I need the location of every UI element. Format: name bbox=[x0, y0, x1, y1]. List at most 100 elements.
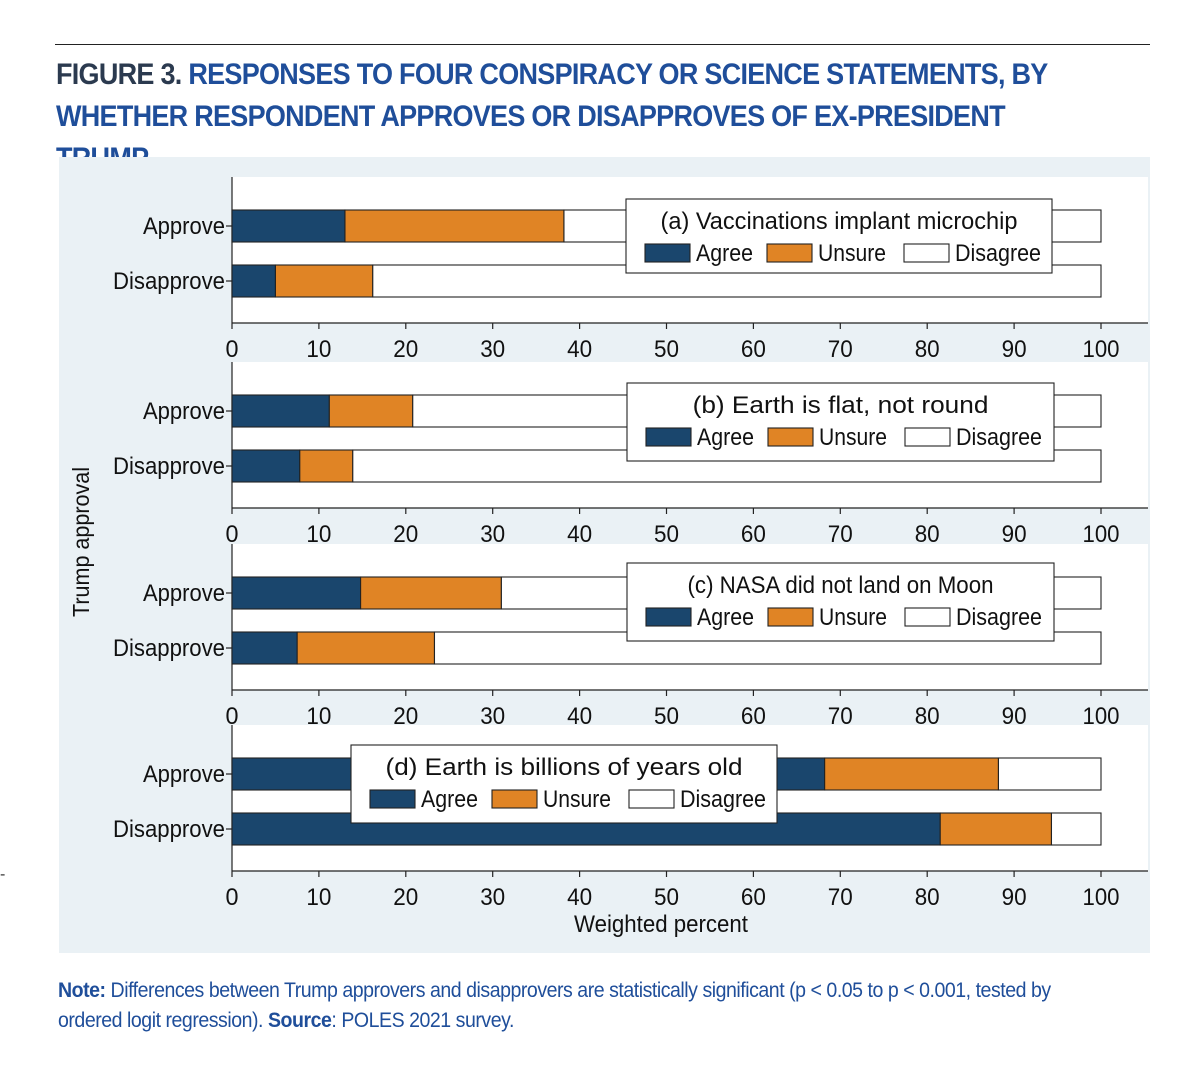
x-tick-label: 40 bbox=[567, 336, 592, 363]
y-tick-label: Approve bbox=[143, 761, 225, 788]
x-tick-label: 70 bbox=[828, 336, 853, 363]
x-tick-label: 0 bbox=[226, 703, 239, 730]
x-tick-label: 70 bbox=[828, 884, 853, 911]
x-tick-label: 50 bbox=[654, 884, 679, 911]
x-axis-title: Weighted percent bbox=[574, 911, 748, 938]
bar-unsure-disapprove bbox=[299, 449, 354, 483]
legend-swatch-unsure bbox=[767, 607, 814, 627]
legend-swatch-unsure bbox=[767, 427, 814, 447]
bar-agree-disapprove bbox=[231, 449, 301, 483]
x-tick-label: 40 bbox=[567, 521, 592, 548]
bar-disagree-approve bbox=[997, 757, 1102, 791]
note-text: Differences between Trump approvers and … bbox=[58, 979, 1051, 1032]
x-tick-label: 20 bbox=[393, 884, 418, 911]
legend-label-disagree: Disagree bbox=[956, 604, 1042, 631]
x-tick-label: 80 bbox=[915, 336, 940, 363]
y-tick-label: Approve bbox=[143, 580, 225, 607]
y-tick-label: Disapprove bbox=[113, 268, 225, 295]
legend-swatch-agree bbox=[645, 607, 692, 627]
x-tick-label: 90 bbox=[1002, 521, 1027, 548]
y-tick-label: Disapprove bbox=[113, 635, 225, 662]
legend-box bbox=[626, 562, 1055, 642]
legend-label-disagree: Disagree bbox=[956, 424, 1042, 451]
x-tick-label: 20 bbox=[393, 336, 418, 363]
x-tick-label: 10 bbox=[306, 336, 331, 363]
legend-swatch-disagree bbox=[904, 607, 951, 627]
bar-agree-disapprove bbox=[231, 264, 277, 298]
bar-agree-disapprove bbox=[231, 631, 298, 665]
y-tick-label: Disapprove bbox=[113, 816, 225, 843]
x-tick-label: 60 bbox=[741, 884, 766, 911]
x-tick-label: 80 bbox=[915, 884, 940, 911]
legend-label-disagree: Disagree bbox=[955, 240, 1041, 267]
legend-swatch-disagree bbox=[628, 789, 675, 809]
bar-unsure-approve bbox=[328, 394, 414, 428]
legend-title: (c) NASA did not land on Moon bbox=[688, 572, 994, 599]
x-tick-label: 70 bbox=[828, 521, 853, 548]
x-tick-label: 0 bbox=[226, 521, 239, 548]
bar-unsure-disapprove bbox=[296, 631, 436, 665]
x-tick-label: 100 bbox=[1083, 521, 1120, 548]
panel-c bbox=[226, 544, 1148, 696]
figure-title: FIGURE 3. RESPONSES TO FOUR CONSPIRACY O… bbox=[56, 54, 1055, 180]
title-rule bbox=[55, 44, 1150, 45]
x-tick-label: 100 bbox=[1083, 884, 1120, 911]
bar-unsure-approve bbox=[824, 757, 1000, 791]
legend-label-unsure: Unsure bbox=[819, 424, 887, 451]
x-tick-label: 30 bbox=[480, 884, 505, 911]
legend-label-agree: Agree bbox=[697, 424, 754, 451]
bar-unsure-approve bbox=[360, 576, 502, 610]
bar-unsure-disapprove bbox=[939, 812, 1053, 846]
legend-label-unsure: Unsure bbox=[543, 786, 611, 813]
x-tick-label: 10 bbox=[306, 884, 331, 911]
legend-title: (b) Earth is flat, not round bbox=[693, 392, 989, 419]
legend-box bbox=[625, 198, 1053, 274]
x-tick-label: 10 bbox=[306, 521, 331, 548]
legend-swatch-disagree bbox=[904, 427, 951, 447]
legend-title: (a) Vaccinations implant microchip bbox=[661, 208, 1018, 235]
x-tick-label: 80 bbox=[915, 521, 940, 548]
legend-swatch-unsure bbox=[491, 789, 538, 809]
source-text: : POLES 2021 survey. bbox=[331, 1009, 514, 1032]
x-tick-label: 40 bbox=[567, 884, 592, 911]
legend-label-agree: Agree bbox=[421, 786, 478, 813]
bar-unsure-approve bbox=[344, 209, 565, 243]
figure-title-text: RESPONSES TO FOUR CONSPIRACY OR SCIENCE … bbox=[56, 58, 1048, 175]
legend-swatch-disagree bbox=[903, 243, 950, 263]
bar-disagree-disapprove bbox=[1050, 812, 1102, 846]
x-tick-label: 100 bbox=[1083, 336, 1120, 363]
figure-note: Note: Differences between Trump approver… bbox=[58, 976, 1118, 1036]
note-label: Note: bbox=[58, 979, 106, 1002]
x-tick-label: 90 bbox=[1002, 884, 1027, 911]
panel-d bbox=[226, 725, 1148, 877]
legend-swatch-agree bbox=[644, 243, 691, 263]
legend-swatch-unsure bbox=[766, 243, 813, 263]
figure-label: FIGURE 3. bbox=[56, 58, 182, 91]
legend-swatch-agree bbox=[369, 789, 416, 809]
bar-agree-approve bbox=[231, 209, 346, 243]
x-tick-label: 50 bbox=[654, 521, 679, 548]
y-tick-label: Approve bbox=[143, 213, 225, 240]
legend-label-unsure: Unsure bbox=[818, 240, 886, 267]
x-tick-label: 30 bbox=[480, 521, 505, 548]
x-tick-label: 20 bbox=[393, 521, 418, 548]
legend-swatch-agree bbox=[645, 427, 692, 447]
x-tick-label: 60 bbox=[741, 521, 766, 548]
x-tick-label: 50 bbox=[654, 336, 679, 363]
legend-box bbox=[626, 382, 1055, 462]
panel-b bbox=[226, 362, 1148, 514]
bar-unsure-disapprove bbox=[274, 264, 374, 298]
legend-label-agree: Agree bbox=[696, 240, 753, 267]
legend-title: (d) Earth is billions of years old bbox=[386, 754, 743, 781]
legend-box bbox=[350, 744, 778, 824]
legend-label-unsure: Unsure bbox=[819, 604, 887, 631]
x-tick-label: 90 bbox=[1002, 336, 1027, 363]
source-label: Source bbox=[267, 1009, 332, 1032]
chart-area: Approve Disapprove 0 10 20 30 40 50 60 70 80 90 100(… bbox=[59, 157, 1150, 953]
y-tick-label: Approve bbox=[143, 398, 225, 425]
legend-label-agree: Agree bbox=[697, 604, 754, 631]
panel-a bbox=[226, 177, 1148, 329]
y-axis-title: Trump approval bbox=[68, 467, 94, 617]
bar-agree-approve bbox=[231, 576, 362, 610]
